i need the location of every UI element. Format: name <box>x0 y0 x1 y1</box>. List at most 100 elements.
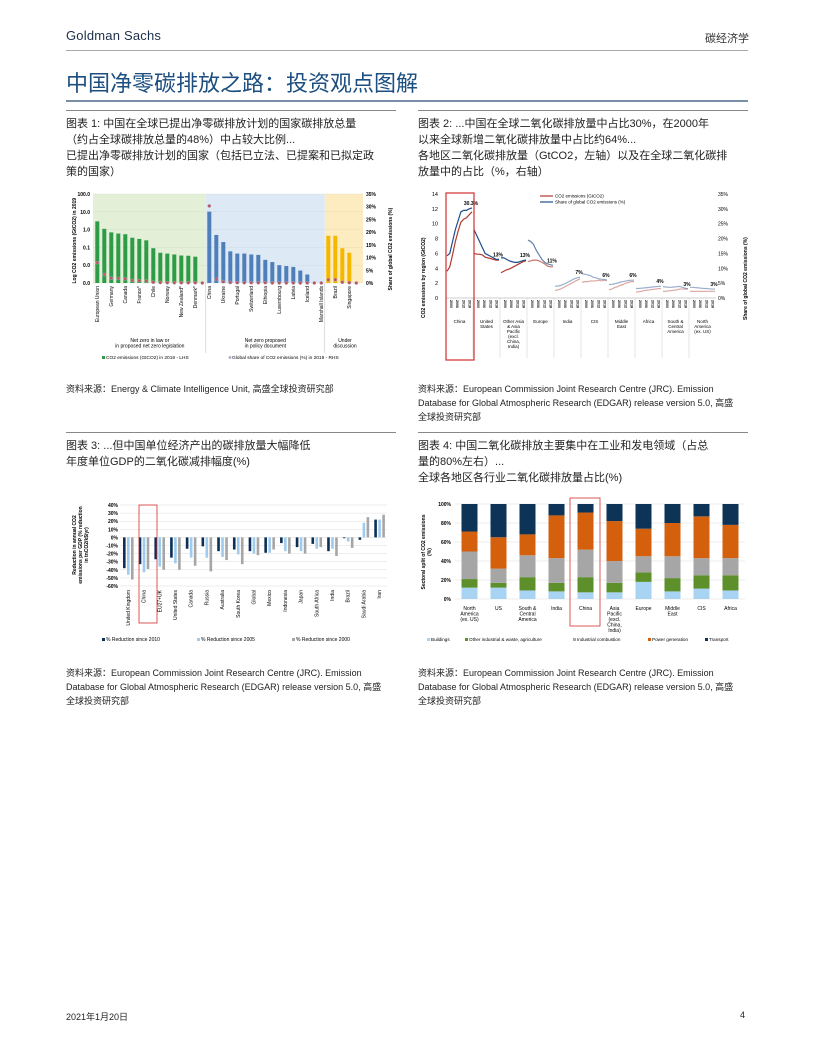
co2-line <box>554 278 581 292</box>
figure-3-chart: 40% 30% 20% 10% 0% -10% -20% -30% -40% -50% -60% Re… <box>72 503 387 643</box>
y-tick-label: 10 <box>432 222 438 228</box>
share-dot <box>144 279 149 283</box>
share-dot <box>214 277 219 282</box>
share-dot <box>179 280 184 285</box>
stacked-segment <box>461 587 478 599</box>
share-line <box>581 273 608 281</box>
figure-2-caption: 图表 2: ...中国在全球二氧化碳排放量中占比30%，在2000年 以来全球新… <box>418 116 753 180</box>
stacked-segment <box>693 504 710 517</box>
bar <box>270 262 275 283</box>
legend-label: % Reduction since 2010 <box>106 637 160 643</box>
stacked-segment <box>519 555 536 578</box>
stacked-segment <box>490 587 507 599</box>
x-tick-label: Latvia <box>291 286 297 300</box>
x-tick-label: South Korea <box>236 590 242 618</box>
bar <box>205 537 209 558</box>
x-tick-label: (ex. US) <box>460 617 479 623</box>
stacked-segment <box>635 581 652 599</box>
region-label: North <box>697 319 709 324</box>
region-label: United <box>480 319 494 324</box>
x-tick-label: Indonesia <box>283 590 289 612</box>
stacked-segment <box>490 568 507 583</box>
stacked-segment <box>606 521 623 561</box>
legend-label: Other industrial & waste, agriculture <box>469 637 542 642</box>
x-tick-label: 2012 <box>569 300 573 308</box>
bar <box>327 537 330 552</box>
x-tick-label: 2006 <box>617 300 621 308</box>
bar <box>277 265 282 283</box>
x-tick-label: 2012 <box>488 300 492 308</box>
x-tick-label: Ethiopia <box>263 286 269 304</box>
stacked-segment <box>548 515 565 559</box>
figure-2-chart: 0 2 4 6 8 10 12 14 0% 5% 10% 15% 20% 25% 30% 35% CO2 emi… <box>421 192 749 361</box>
co2-line <box>581 279 607 283</box>
x-tick-label: 2000 <box>665 300 669 308</box>
bar <box>362 522 366 538</box>
share-dot <box>95 260 100 265</box>
share-data-label: 6% <box>629 273 637 279</box>
y2-tick-label: 30% <box>718 207 729 213</box>
x-tick-label: 2006 <box>644 300 648 308</box>
share-data-label: 3% <box>683 282 691 288</box>
legend-label: Transport <box>709 637 729 642</box>
stacked-segment <box>664 523 681 557</box>
x-tick-label: Canada <box>189 590 195 608</box>
x-tick-label: America <box>518 617 537 623</box>
source-line: 资料来源：European Commission Joint Research … <box>418 668 714 678</box>
x-tick-label: 2018 <box>468 300 472 308</box>
share-line <box>662 285 689 290</box>
y2-tick-label: 0% <box>366 281 374 287</box>
x-tick-label: 2000 <box>557 300 561 308</box>
y-tick-label: 60% <box>441 540 452 546</box>
stacked-segment <box>664 578 681 592</box>
y-tick-label: 14 <box>432 192 438 198</box>
bar <box>299 537 303 552</box>
share-dot <box>354 281 359 285</box>
bar <box>138 537 142 565</box>
y-tick-label: -10% <box>106 544 118 550</box>
legend-swatch <box>573 638 576 641</box>
x-tick-label: 2012 <box>677 300 681 308</box>
figure-3-source: 资料来源：European Commission Joint Research … <box>66 666 401 708</box>
y-axis-title: Reduction in annual CO2 <box>72 515 78 575</box>
share-dot <box>242 280 247 285</box>
x-tick-label: EU27+UK <box>157 589 163 612</box>
source-line: 资料来源：European Commission Joint Research … <box>418 384 714 394</box>
y-tick-label: 40% <box>441 559 452 565</box>
x-tick-label: India <box>330 590 336 601</box>
share-dot <box>137 278 142 283</box>
stacked-segment <box>461 551 478 580</box>
bar <box>236 537 240 555</box>
y-tick-label: 20% <box>441 578 452 584</box>
bar <box>193 537 197 566</box>
bar <box>264 537 267 553</box>
y2-tick-label: 30% <box>366 205 377 211</box>
x-tick-label: Central <box>519 612 535 618</box>
y2-tick-label: 15% <box>366 243 377 249</box>
x-tick-label: Iran <box>377 590 383 599</box>
stacked-segment <box>519 577 536 591</box>
legend-label: % Reduction since 2005 <box>201 637 255 643</box>
region-label: India) <box>508 344 520 349</box>
group-label: in proposed net zero legislation <box>115 344 184 350</box>
x-tick-label: 2012 <box>542 300 546 308</box>
brand-name: Goldman Sachs <box>66 28 162 43</box>
bar <box>214 234 219 283</box>
stacked-segment <box>635 528 652 557</box>
co2-line <box>500 260 527 274</box>
source-line: 全球投资研究部 <box>418 412 482 422</box>
title-divider <box>66 100 748 102</box>
bar <box>179 255 184 283</box>
y-tick-label: 4 <box>435 266 438 272</box>
bar <box>123 234 128 283</box>
share-data-label: 13% <box>493 252 504 258</box>
x-tick-label: Ukraine <box>221 286 227 303</box>
legend-label: Industrial combustion <box>577 637 621 642</box>
bar <box>298 270 303 283</box>
stacked-segment <box>548 591 565 599</box>
legend-swatch <box>228 356 232 359</box>
x-tick-label: India) <box>608 628 621 634</box>
x-tick-label: China, <box>607 623 621 629</box>
bar <box>242 253 247 283</box>
bar <box>240 537 244 565</box>
